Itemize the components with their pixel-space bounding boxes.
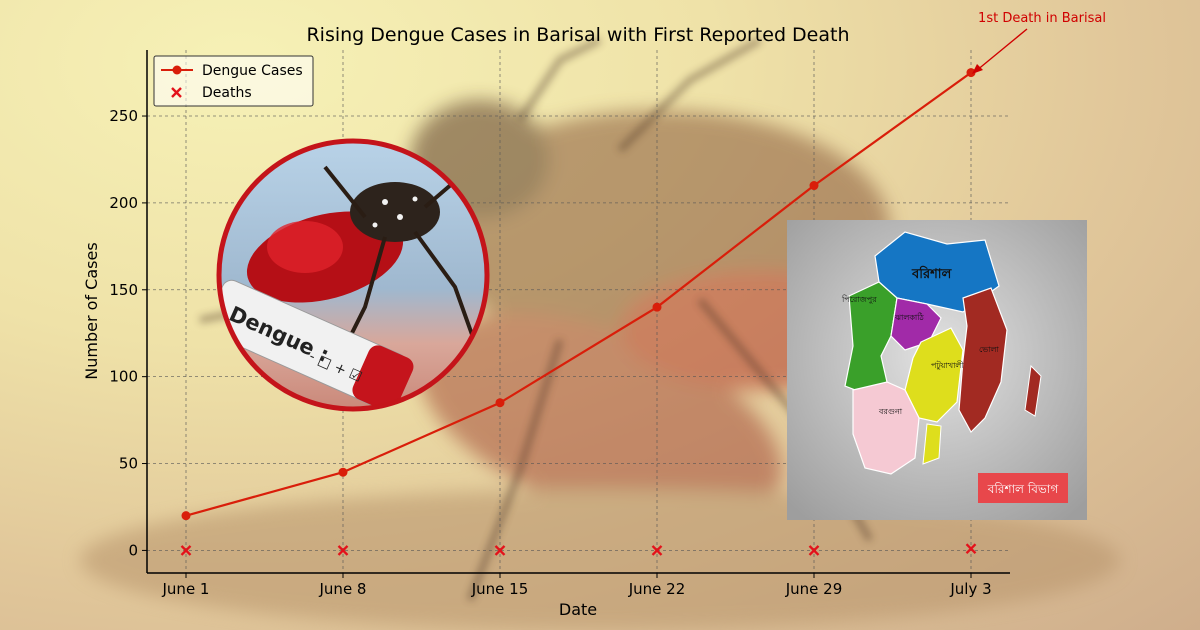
- map-label-barisal: বরিশাল: [911, 265, 953, 282]
- dengue-test-photo: Dengue : - □ + ☑: [216, 138, 490, 412]
- district-pirojpur: [844, 281, 898, 397]
- map-label-barguna: বরগুনা: [878, 407, 903, 416]
- y-axis-label: Number of Cases: [82, 242, 101, 379]
- dengue-cases-line: [185, 71, 972, 517]
- map-label-jhalokathi: ঝালকাঠি: [894, 312, 925, 322]
- x-axis-label: Date: [559, 600, 597, 619]
- map-label-bhola: ভোলা: [979, 345, 999, 354]
- legend-marker-dengue-cases: [172, 65, 182, 75]
- dengue-cases-point: [652, 302, 662, 312]
- dengue-cases-point: [495, 398, 505, 408]
- y-tick-label: 250: [109, 107, 138, 125]
- x-tick-label: June 8: [319, 580, 367, 598]
- chart-annotation: 1st Death in Barisal: [972, 11, 1106, 74]
- chart-series: [180, 68, 977, 556]
- legend-label-deaths: Deaths: [202, 85, 252, 101]
- annotation-arrow: [975, 28, 1028, 72]
- dengue-cases-point: [181, 511, 191, 521]
- x-tick-label: July 3: [949, 580, 991, 598]
- legend-box: [153, 55, 314, 107]
- map-label-patuakhali: পটুয়াখালী: [931, 360, 964, 370]
- y-tick-label: 200: [109, 194, 138, 212]
- deaths-point: [808, 545, 820, 556]
- division-badge: [978, 473, 1068, 503]
- legend-label-dengue-cases: Dengue Cases: [202, 63, 303, 79]
- deaths-point: [337, 545, 349, 556]
- district-bhola: [958, 287, 1008, 433]
- chart-title: Rising Dengue Cases in Barisal with Firs…: [306, 24, 849, 46]
- dengue-cases-point: [966, 68, 976, 78]
- x-tick-label: June 29: [785, 580, 843, 598]
- y-tick-label: 50: [119, 455, 138, 473]
- annotation-text: 1st Death in Barisal: [978, 11, 1106, 26]
- map-label-pirojpur: পিরোজপুর: [841, 295, 877, 304]
- photo-frame-ring: [216, 138, 490, 412]
- district-barguna: [852, 381, 920, 475]
- division-badge-label: বরিশাল বিভাগ: [987, 482, 1060, 496]
- x-tick-label: June 15: [471, 580, 529, 598]
- y-tick-label: 100: [109, 368, 138, 386]
- deaths-point: [651, 545, 663, 556]
- legend-marker-deaths: [171, 87, 182, 98]
- x-tick-label: June 22: [628, 580, 686, 598]
- barisal-division-map: বরিশাল পিরোজপুর ঝালকাঠি পটুয়াখালী বরগুন…: [787, 220, 1087, 520]
- dengue-cases-point: [338, 467, 348, 477]
- x-axis-ticks: June 1 June 8 June 15 June 22 June 29 July 3: [162, 573, 992, 598]
- dengue-cases-point: [809, 181, 819, 191]
- y-tick-label: 150: [109, 281, 138, 299]
- annotation-arrowhead: [972, 64, 983, 74]
- x-tick-label: June 1: [162, 580, 210, 598]
- deaths-point: [180, 545, 192, 556]
- deaths-point: [965, 543, 977, 555]
- y-tick-label: 0: [128, 541, 138, 559]
- chart-legend: Dengue Cases Deaths: [153, 55, 314, 107]
- y-axis-ticks: 0 50 100 150 200 250: [109, 107, 147, 559]
- deaths-point: [494, 545, 506, 556]
- district-patuakhali: [904, 327, 964, 423]
